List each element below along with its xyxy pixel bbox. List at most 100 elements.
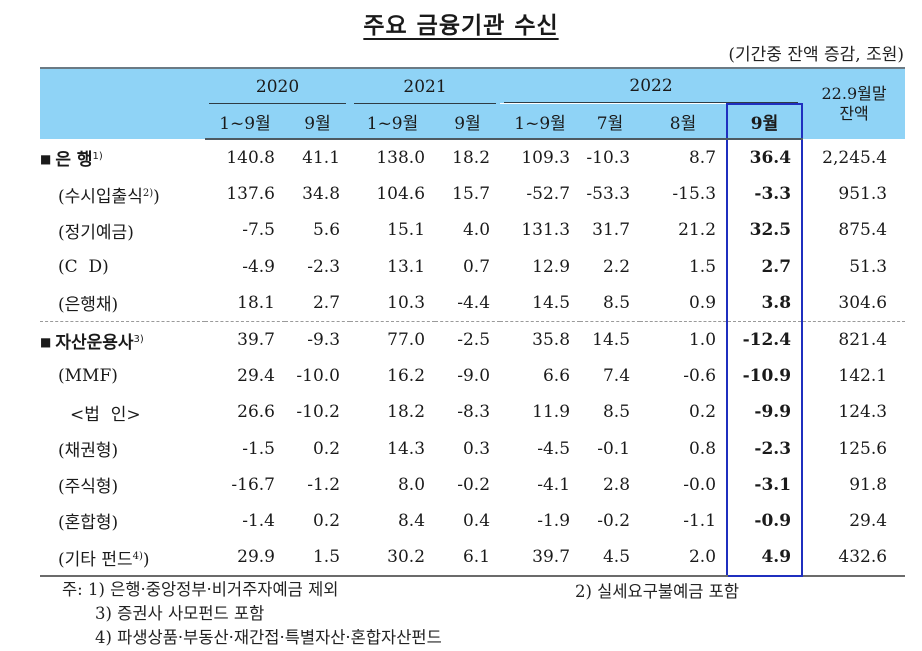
footnote-4: 4) 파생상품·부동산·재간접·특별자산·혼합자산펀드 (95, 628, 442, 647)
header-month-row: 1~9월 9월 1~9월 9월 1~9월 7월 8월 9월 (40, 103, 905, 140)
cell-2022-sep: -3.3 (726, 176, 804, 213)
cell-2021-sep: 18.2 (452, 148, 491, 169)
cell-2022-jan-sep: 109.3 (521, 148, 571, 169)
footnote-marker: 2) (142, 187, 154, 199)
cell-2022-sep: -9.9 (726, 394, 804, 431)
cell-2022-aug: -1.1 (683, 510, 717, 531)
cell-2022-aug: -0.6 (683, 366, 717, 387)
header-2020-jan-sep: 1~9월 (205, 104, 285, 140)
cell-2022-aug: 8.7 (688, 148, 717, 169)
cell-balance: 124.3 (838, 402, 888, 423)
row-label: (기타 펀드4)) (40, 539, 205, 578)
cell-2020-sep: -1.2 (307, 474, 341, 495)
cell-2022-jul: -0.1 (597, 438, 631, 459)
cell-2022-jul: -10.3 (586, 148, 631, 169)
header-year-2020: 2020 (205, 67, 351, 104)
header-2021-sep: 9월 (435, 104, 501, 140)
cell-2021-sep: 0.7 (462, 256, 491, 277)
square-bullet-icon: ■ (40, 152, 52, 167)
cell-2020-sep: -9.3 (307, 330, 341, 351)
cell-2020-jan-sep: -4.9 (242, 256, 275, 277)
cell-2020-sep: 0.2 (312, 510, 341, 531)
cell-2020-jan-sep: 137.6 (226, 184, 275, 205)
cell-2020-jan-sep: 18.1 (205, 284, 285, 322)
table-row: (수시입출식2)) 137.6 34.8 104.6 15.7 -52.7 -53.3 -15… (40, 176, 905, 213)
cell-2021-sep: 4.0 (462, 220, 491, 241)
cell-2021-sep: -8.3 (457, 402, 491, 423)
cell-2022-jan-sep: 14.5 (500, 284, 581, 322)
row-label: (정기예금) (40, 212, 205, 248)
cell-2022-jul: 7.4 (602, 366, 631, 387)
cell-2022-aug: 1.0 (688, 330, 717, 351)
cell-2022-sep: 4.9 (726, 539, 804, 578)
table-row: (은행채) 18.1 2.7 10.3 -4.4 14.5 8.5 0.9 3.8 304.6 (40, 284, 906, 322)
cell-2022-aug: 1.5 (688, 256, 717, 277)
row-label: (은행채) (40, 284, 205, 322)
table-row: <법 인> 26.6 -10.2 18.2 -8.3 11.9 8.5 0.2 -9.9 124.… (40, 394, 905, 431)
cell-2022-sep: -3.1 (726, 466, 804, 503)
cell-balance: 432.6 (802, 539, 906, 578)
header-2022-jul: 7월 (580, 104, 641, 140)
cell-balance: 29.4 (849, 510, 888, 531)
cell-2020-sep: 1.5 (285, 539, 351, 578)
cell-balance: 951.3 (838, 184, 888, 205)
table-row: ■ 은 행1) 140.8 41.1 138.0 18.2 109.3 -10.3 8.7 36.… (40, 139, 905, 177)
cell-2020-sep: -2.3 (307, 256, 341, 277)
row-label-text: <법 인> (70, 404, 141, 425)
cell-2021-sep: 6.1 (435, 539, 501, 578)
cell-2020-jan-sep: 26.6 (237, 402, 275, 423)
header-year-row: 2020 2021 2022 22.9월말 잔액 (40, 67, 906, 139)
cell-2022-jul: 2.2 (602, 256, 631, 277)
footnote-3: 3) 증권사 사모펀드 포함 (95, 604, 265, 623)
cell-2022-jan-sep: -52.7 (526, 184, 571, 205)
row-label-text: 은 행 (55, 150, 93, 171)
cell-2021-jan-sep: 8.4 (397, 510, 426, 531)
row-label-suffix: ) (153, 186, 160, 207)
cell-2021-jan-sep: 15.1 (387, 220, 426, 241)
cell-2022-aug: -15.3 (672, 184, 717, 205)
cell-2021-jan-sep: 18.2 (387, 402, 426, 423)
cell-2021-sep: -9.0 (457, 366, 491, 387)
cell-2021-jan-sep: 13.1 (387, 256, 426, 277)
cell-2022-aug: -0.0 (683, 474, 717, 495)
row-label-text: (기타 펀드 (58, 549, 133, 570)
cell-2022-sep: 3.8 (726, 284, 804, 322)
header-2022-jan-sep: 1~9월 (500, 104, 581, 140)
deposits-table: 2020 2021 2022 22.9월말 잔액 1~9월 9월 1~9월 9월… (40, 67, 906, 578)
cell-2022-aug: 21.2 (678, 220, 717, 241)
cell-2022-jul: 14.5 (592, 330, 631, 351)
row-label-text: (채권형) (58, 441, 119, 462)
page-title: 주요 금융기관 수신 (0, 6, 922, 40)
row-label-text: (수시입출식 (58, 186, 143, 207)
table-row: ■ 자산운용사3) 39.7 -9.3 77.0 -2.5 35.8 14.5 1.0 -12.4… (40, 321, 905, 359)
cell-2022-jul: 8.5 (580, 284, 641, 322)
cell-2022-jan-sep: 39.7 (500, 539, 581, 578)
table-row: (혼합형) -1.4 0.2 8.4 0.4 -1.9 -0.2 -1.1 -0.9 29.4 (40, 502, 905, 540)
header-2020-sep: 9월 (285, 104, 351, 140)
row-label: ■ 자산운용사3) (40, 321, 205, 358)
cell-2020-jan-sep: -7.5 (242, 220, 275, 241)
cell-2022-sep: -0.9 (726, 502, 804, 540)
cell-balance: 51.3 (849, 256, 888, 277)
cell-2021-jan-sep: 14.3 (387, 438, 426, 459)
cell-2022-sep: 32.5 (726, 212, 804, 249)
header-2022-aug: 8월 (640, 104, 728, 140)
footnote-marker: 3) (133, 333, 144, 345)
cell-2022-sep: 2.7 (726, 248, 804, 285)
cell-2020-sep: 34.8 (302, 184, 341, 205)
table-row: (정기예금) -7.5 5.6 15.1 4.0 131.3 31.7 21.2 32.5 875… (40, 212, 905, 249)
balance-header-line2: 잔액 (839, 104, 869, 123)
row-label: (수시입출식2)) (40, 176, 205, 212)
cell-2020-jan-sep: 29.9 (205, 539, 285, 578)
cell-2020-jan-sep: 140.8 (226, 148, 275, 169)
cell-balance: 125.6 (838, 438, 888, 459)
cell-2020-jan-sep: -1.4 (242, 510, 275, 531)
cell-2021-jan-sep: 104.6 (376, 184, 426, 205)
header-2022-sep-highlighted: 9월 (726, 103, 804, 140)
title-text: 주요 금융기관 수신 (363, 13, 559, 39)
header-label-cell (40, 67, 205, 139)
cell-2020-sep: -10.2 (296, 402, 341, 423)
cell-2022-sep: 36.4 (726, 139, 804, 177)
cell-2021-jan-sep: 77.0 (387, 330, 426, 351)
cell-2021-sep: 0.4 (462, 510, 491, 531)
